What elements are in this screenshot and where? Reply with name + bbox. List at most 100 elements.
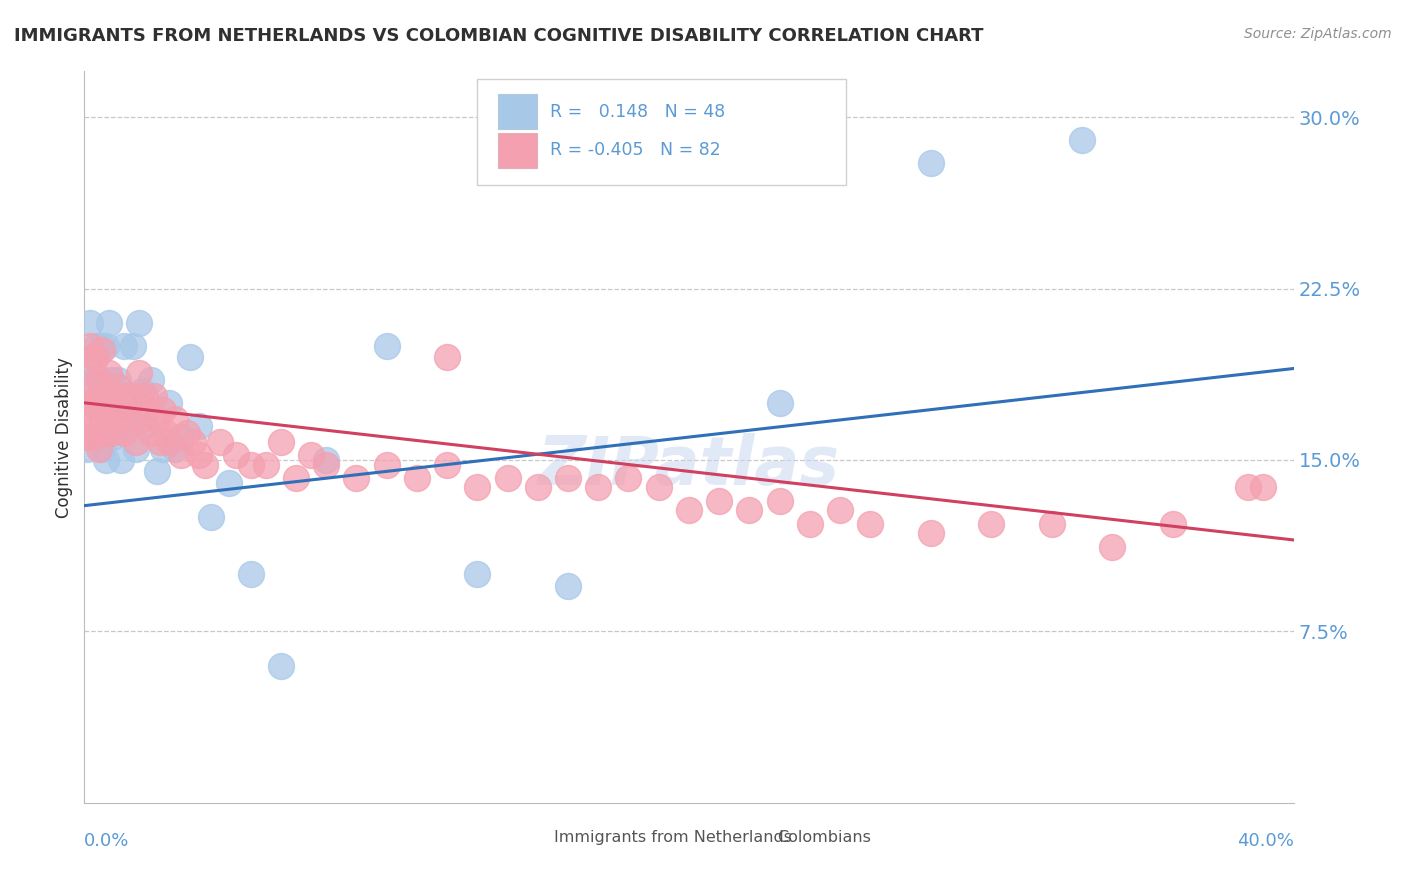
Point <box>94 338 117 352</box>
Point <box>188 418 211 433</box>
Point <box>118 412 141 426</box>
Point <box>194 458 217 472</box>
Point <box>134 389 156 403</box>
Point <box>346 471 368 485</box>
Point <box>91 338 114 352</box>
Point <box>1101 540 1123 554</box>
Point <box>1161 516 1184 531</box>
Point <box>79 396 101 410</box>
Point <box>254 458 277 472</box>
Point <box>285 471 308 485</box>
Point <box>678 503 700 517</box>
Point <box>86 373 108 387</box>
Point <box>76 396 98 410</box>
Point <box>121 389 143 403</box>
Point <box>769 396 792 410</box>
Point <box>97 389 120 403</box>
Text: R =   0.148   N = 48: R = 0.148 N = 48 <box>550 103 725 120</box>
Text: Immigrants from Netherlands: Immigrants from Netherlands <box>554 830 792 845</box>
Point <box>100 425 122 440</box>
Point <box>709 494 731 508</box>
Text: 40.0%: 40.0% <box>1237 832 1294 850</box>
Point <box>128 366 150 380</box>
Point <box>152 402 174 417</box>
Point <box>225 449 247 463</box>
Point <box>527 480 550 494</box>
Point <box>91 373 114 387</box>
Point <box>239 458 262 472</box>
Point <box>218 475 240 490</box>
Point <box>157 434 180 449</box>
Point <box>270 658 292 673</box>
Point <box>104 412 127 426</box>
Point <box>125 434 148 449</box>
Point <box>920 526 942 541</box>
Point <box>406 471 429 485</box>
Point <box>146 412 169 426</box>
Text: Source: ZipAtlas.com: Source: ZipAtlas.com <box>1244 27 1392 41</box>
Point <box>165 442 187 456</box>
Point <box>1237 480 1260 494</box>
Point <box>557 471 579 485</box>
Point <box>830 503 852 517</box>
Point <box>209 434 232 449</box>
Point <box>315 453 337 467</box>
Point <box>89 396 111 410</box>
Point <box>97 407 120 421</box>
Point <box>131 384 153 399</box>
Point <box>1253 480 1275 494</box>
FancyBboxPatch shape <box>478 78 846 185</box>
Point <box>128 316 150 330</box>
Point <box>170 449 193 463</box>
Text: Colombians: Colombians <box>778 830 872 845</box>
Point <box>86 418 108 433</box>
Point <box>139 373 162 387</box>
Point <box>121 338 143 352</box>
Point <box>142 389 165 403</box>
Point <box>799 516 821 531</box>
Point <box>920 155 942 169</box>
Point <box>149 434 172 449</box>
Point <box>239 567 262 582</box>
Point <box>118 418 141 433</box>
Bar <box>498 94 537 129</box>
Point <box>131 412 153 426</box>
Point <box>94 402 117 417</box>
Text: IMMIGRANTS FROM NETHERLANDS VS COLOMBIAN COGNITIVE DISABILITY CORRELATION CHART: IMMIGRANTS FROM NETHERLANDS VS COLOMBIAN… <box>14 27 984 45</box>
Point <box>1040 516 1063 531</box>
Point <box>112 425 135 440</box>
Point <box>82 361 104 376</box>
Point <box>91 412 114 426</box>
Point <box>89 442 111 456</box>
Point <box>110 402 132 417</box>
Point <box>136 402 159 417</box>
Point <box>176 425 198 440</box>
Point <box>496 471 519 485</box>
Point <box>89 389 111 403</box>
Point <box>82 373 104 387</box>
Point <box>100 430 122 444</box>
Text: R = -0.405   N = 82: R = -0.405 N = 82 <box>550 141 721 160</box>
Point <box>436 458 458 472</box>
Point <box>97 366 120 380</box>
Point <box>91 343 114 358</box>
Point <box>299 449 322 463</box>
Point <box>79 338 101 352</box>
Point <box>97 316 120 330</box>
Point <box>270 434 292 449</box>
Point <box>125 442 148 456</box>
Point <box>82 396 104 410</box>
Point <box>170 430 193 444</box>
Point <box>115 389 138 403</box>
Point <box>86 350 108 364</box>
Point <box>980 516 1002 531</box>
Point <box>89 430 111 444</box>
Point <box>104 396 127 410</box>
Point <box>94 425 117 440</box>
Bar <box>744 826 770 848</box>
Bar <box>498 133 537 168</box>
Point <box>738 503 761 517</box>
Y-axis label: Cognitive Disability: Cognitive Disability <box>55 357 73 517</box>
Point <box>588 480 610 494</box>
Point <box>139 425 162 440</box>
